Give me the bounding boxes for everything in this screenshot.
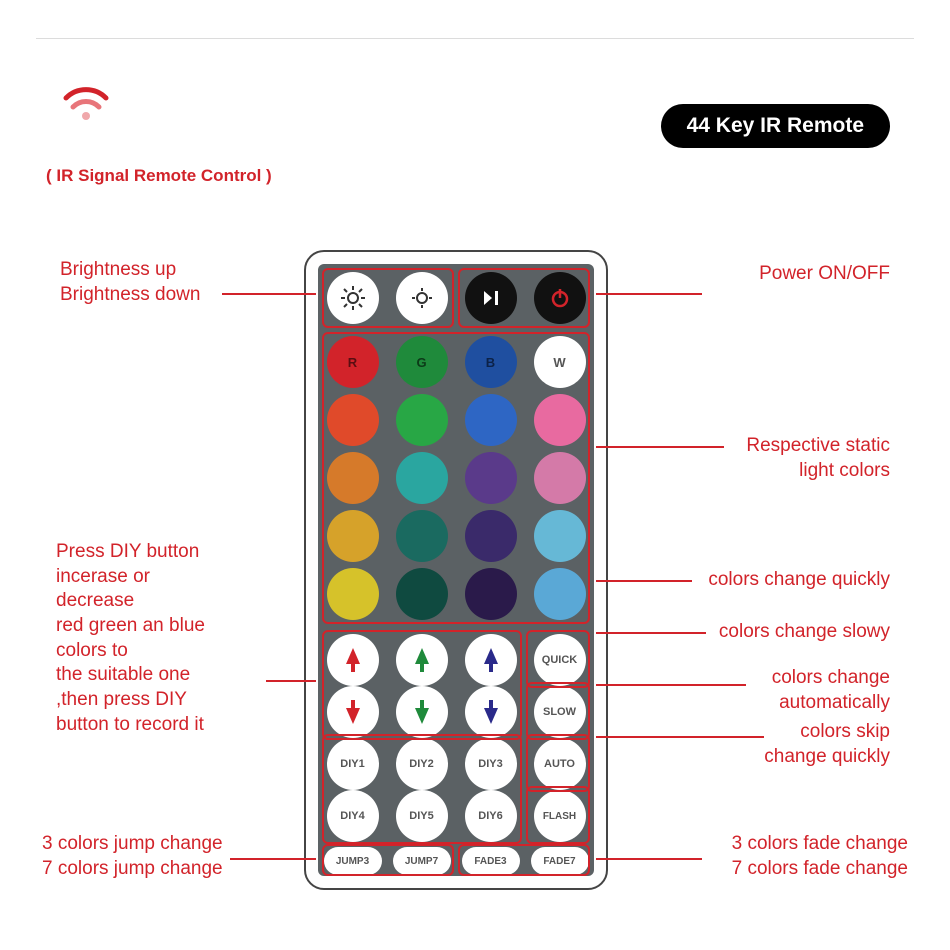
color-button[interactable] — [327, 452, 379, 504]
callout-text: Power ON/OFF — [759, 263, 890, 284]
quick-button[interactable]: QUICK — [534, 634, 586, 686]
callout-text: Press DIY button — [56, 541, 199, 562]
callout-text: decrease — [56, 590, 134, 611]
color-button[interactable] — [327, 394, 379, 446]
remote-body: R G B W — [304, 250, 608, 890]
color-button[interactable] — [396, 394, 448, 446]
ir-signal-icon — [58, 82, 114, 129]
color-button[interactable] — [465, 510, 517, 562]
callout-text: the suitable one — [56, 664, 190, 685]
leader-line — [596, 580, 692, 582]
color-button[interactable] — [465, 568, 517, 620]
callout-text: colors change slowy — [719, 621, 890, 642]
color-button[interactable] — [396, 452, 448, 504]
jump3-button[interactable]: JUMP3 — [324, 847, 382, 875]
callout-text: colors change — [772, 667, 890, 688]
callout-text: red green an blue — [56, 615, 205, 636]
color-button[interactable] — [396, 568, 448, 620]
diy6-button[interactable]: DIY6 — [465, 790, 517, 842]
title-badge: 44 Key IR Remote — [661, 104, 890, 148]
leader-line — [230, 858, 316, 860]
play-pause-button[interactable] — [465, 272, 517, 324]
blue-button[interactable]: B — [465, 336, 517, 388]
brightness-down-button[interactable] — [396, 272, 448, 324]
leader-line — [596, 684, 746, 686]
callout-brightness: Brightness up Brightness down — [60, 258, 200, 307]
white-button[interactable]: W — [534, 336, 586, 388]
subtitle-text: ( IR Signal Remote Control ) — [46, 166, 272, 186]
diy4-button[interactable]: DIY4 — [327, 790, 379, 842]
callout-text: change quickly — [764, 746, 890, 767]
callout-auto: colors change automatically — [772, 666, 890, 715]
color-button[interactable] — [396, 510, 448, 562]
callout-text: colors to — [56, 640, 128, 661]
color-button[interactable] — [534, 394, 586, 446]
callout-text: Brightness down — [60, 284, 200, 305]
green-up-button[interactable] — [396, 634, 448, 686]
callout-flash: colors skip change quickly — [764, 720, 890, 769]
brightness-up-button[interactable] — [327, 272, 379, 324]
diy1-button[interactable]: DIY1 — [327, 738, 379, 790]
fade7-button[interactable]: FADE7 — [531, 847, 589, 875]
callout-fade: 3 colors fade change 7 colors fade chang… — [732, 832, 908, 881]
color-button[interactable] — [327, 510, 379, 562]
callout-text: colors skip — [800, 721, 890, 742]
green-button[interactable]: G — [396, 336, 448, 388]
callout-text: Respective static — [746, 435, 890, 456]
diy5-button[interactable]: DIY5 — [396, 790, 448, 842]
callout-jump: 3 colors jump change 7 colors jump chang… — [42, 832, 223, 881]
red-up-button[interactable] — [327, 634, 379, 686]
color-button[interactable] — [534, 510, 586, 562]
leader-line — [596, 736, 764, 738]
top-divider — [36, 38, 914, 39]
diy2-button[interactable]: DIY2 — [396, 738, 448, 790]
callout-diy: Press DIY button incerase or decrease re… — [56, 540, 205, 738]
callout-text: 7 colors jump change — [42, 858, 223, 879]
leader-line — [596, 632, 706, 634]
green-down-button[interactable] — [396, 686, 448, 738]
callout-quick: colors change quickly — [708, 568, 890, 593]
blue-up-button[interactable] — [465, 634, 517, 686]
color-button[interactable] — [465, 394, 517, 446]
color-button[interactable] — [534, 452, 586, 504]
blue-down-button[interactable] — [465, 686, 517, 738]
callout-text: 3 colors fade change — [732, 833, 908, 854]
callout-text: 7 colors fade change — [732, 858, 908, 879]
callout-text: colors change quickly — [708, 569, 890, 590]
callout-static: Respective static light colors — [746, 434, 890, 483]
callout-text: ,then press DIY — [56, 689, 187, 710]
leader-line — [222, 293, 316, 295]
callout-text: 3 colors jump change — [42, 833, 223, 854]
leader-line — [596, 858, 702, 860]
callout-text: light colors — [799, 460, 890, 481]
callout-text: button to record it — [56, 714, 204, 735]
power-button[interactable] — [534, 272, 586, 324]
auto-button[interactable]: AUTO — [534, 738, 586, 790]
flash-button[interactable]: FLASH — [534, 790, 586, 842]
red-button[interactable]: R — [327, 336, 379, 388]
callout-power: Power ON/OFF — [759, 262, 890, 287]
callout-text: automatically — [779, 692, 890, 713]
color-button[interactable] — [534, 568, 586, 620]
fade3-button[interactable]: FADE3 — [462, 847, 520, 875]
callout-text: incerase or — [56, 566, 150, 587]
color-button[interactable] — [327, 568, 379, 620]
red-down-button[interactable] — [327, 686, 379, 738]
slow-button[interactable]: SLOW — [534, 686, 586, 738]
color-button[interactable] — [465, 452, 517, 504]
leader-line — [266, 680, 316, 682]
leader-line — [596, 446, 724, 448]
jump7-button[interactable]: JUMP7 — [393, 847, 451, 875]
leader-line — [596, 293, 702, 295]
callout-slow: colors change slowy — [719, 620, 890, 645]
diy3-button[interactable]: DIY3 — [465, 738, 517, 790]
callout-text: Brightness up — [60, 259, 176, 280]
